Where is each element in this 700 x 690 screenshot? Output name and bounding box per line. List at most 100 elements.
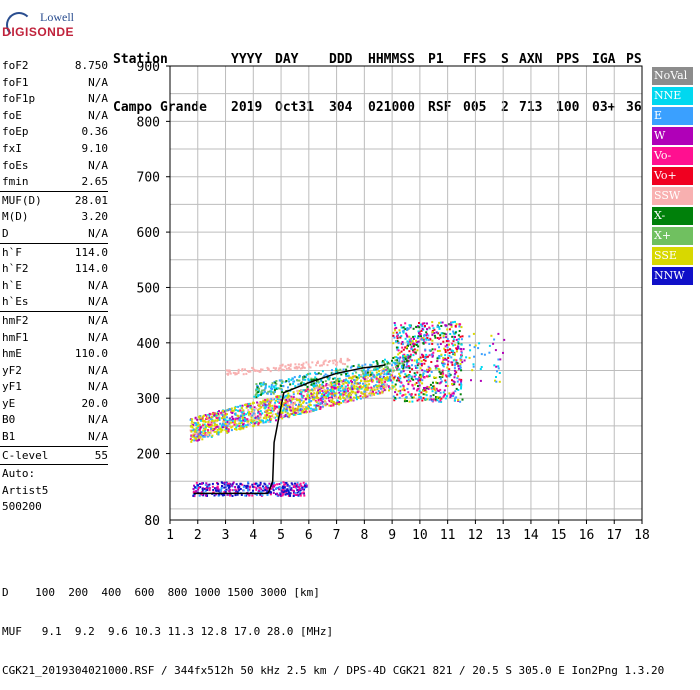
data-point	[310, 377, 313, 380]
data-point	[197, 425, 200, 428]
data-point	[404, 373, 407, 376]
data-point	[307, 394, 310, 397]
data-point	[393, 322, 396, 324]
data-point	[253, 395, 256, 398]
data-point	[440, 325, 443, 327]
data-point	[502, 351, 504, 354]
data-point	[316, 362, 319, 364]
data-point	[279, 367, 282, 370]
data-point	[350, 399, 353, 402]
data-point	[283, 404, 286, 406]
data-point	[363, 384, 366, 387]
data-point	[450, 325, 453, 328]
data-point	[432, 398, 435, 401]
header-label: FFS	[463, 52, 487, 67]
data-point	[458, 330, 461, 332]
data-point	[443, 358, 446, 361]
data-point	[284, 399, 287, 402]
data-point	[352, 365, 355, 367]
data-point	[319, 397, 322, 400]
data-point	[440, 353, 443, 356]
data-point	[393, 369, 395, 372]
data-point	[287, 404, 290, 407]
data-point	[497, 332, 500, 335]
data-point	[255, 369, 258, 372]
data-point	[196, 429, 199, 432]
data-point	[220, 489, 222, 492]
data-point	[197, 430, 200, 433]
data-point	[403, 353, 406, 356]
data-point	[429, 395, 432, 398]
data-point	[305, 411, 308, 414]
data-point	[283, 486, 286, 489]
param-key: h`E	[2, 278, 22, 292]
data-point	[236, 417, 239, 420]
data-point	[345, 377, 348, 380]
data-point	[406, 361, 409, 364]
header-value: 304	[329, 100, 353, 115]
data-point	[300, 389, 303, 392]
data-point	[247, 411, 249, 414]
data-point	[422, 342, 425, 345]
data-point	[442, 365, 445, 368]
data-point	[452, 340, 455, 342]
data-point	[301, 365, 304, 368]
data-point	[228, 482, 231, 485]
data-point	[454, 320, 456, 323]
data-point	[413, 343, 416, 346]
data-point	[277, 387, 280, 390]
data-point	[336, 379, 339, 382]
data-point	[392, 378, 395, 381]
data-point	[352, 398, 355, 401]
data-point	[431, 390, 434, 393]
data-point	[415, 367, 418, 369]
data-point	[256, 482, 259, 485]
data-point	[421, 337, 424, 340]
data-point	[245, 425, 248, 428]
data-point	[234, 418, 237, 421]
data-point	[408, 393, 411, 396]
data-point	[319, 391, 321, 394]
data-point	[337, 403, 340, 405]
data-point	[193, 490, 196, 493]
data-point	[420, 364, 423, 367]
data-point	[299, 392, 301, 395]
data-point	[278, 379, 281, 382]
data-point	[278, 387, 281, 390]
data-point	[312, 397, 314, 400]
data-point	[411, 349, 414, 352]
data-point	[239, 482, 242, 485]
param-key: Artist5	[2, 483, 49, 497]
data-point	[473, 355, 476, 358]
data-point	[408, 324, 411, 327]
data-point	[346, 380, 349, 383]
data-point	[298, 374, 301, 377]
data-point	[247, 481, 249, 484]
data-point	[228, 424, 231, 427]
param-value: N/A	[88, 330, 108, 344]
data-point	[259, 483, 262, 486]
data-point	[204, 427, 207, 430]
data-point	[190, 435, 193, 438]
data-point	[424, 393, 427, 396]
data-point	[281, 410, 284, 413]
data-point	[234, 488, 237, 491]
param-row: yE 20.0	[0, 395, 110, 412]
data-point	[223, 410, 226, 413]
data-point	[373, 369, 376, 372]
data-point	[386, 370, 389, 373]
data-point	[446, 328, 449, 331]
data-point	[446, 395, 448, 398]
data-point	[357, 386, 359, 389]
data-point	[299, 412, 302, 415]
data-point	[400, 324, 403, 327]
data-point	[191, 425, 193, 427]
data-point	[233, 489, 235, 492]
data-point	[237, 405, 240, 408]
param-key: B0	[2, 413, 16, 427]
data-point	[191, 423, 194, 426]
data-point	[216, 432, 218, 435]
data-point	[280, 399, 283, 401]
data-point	[298, 389, 301, 392]
data-point	[190, 430, 193, 433]
